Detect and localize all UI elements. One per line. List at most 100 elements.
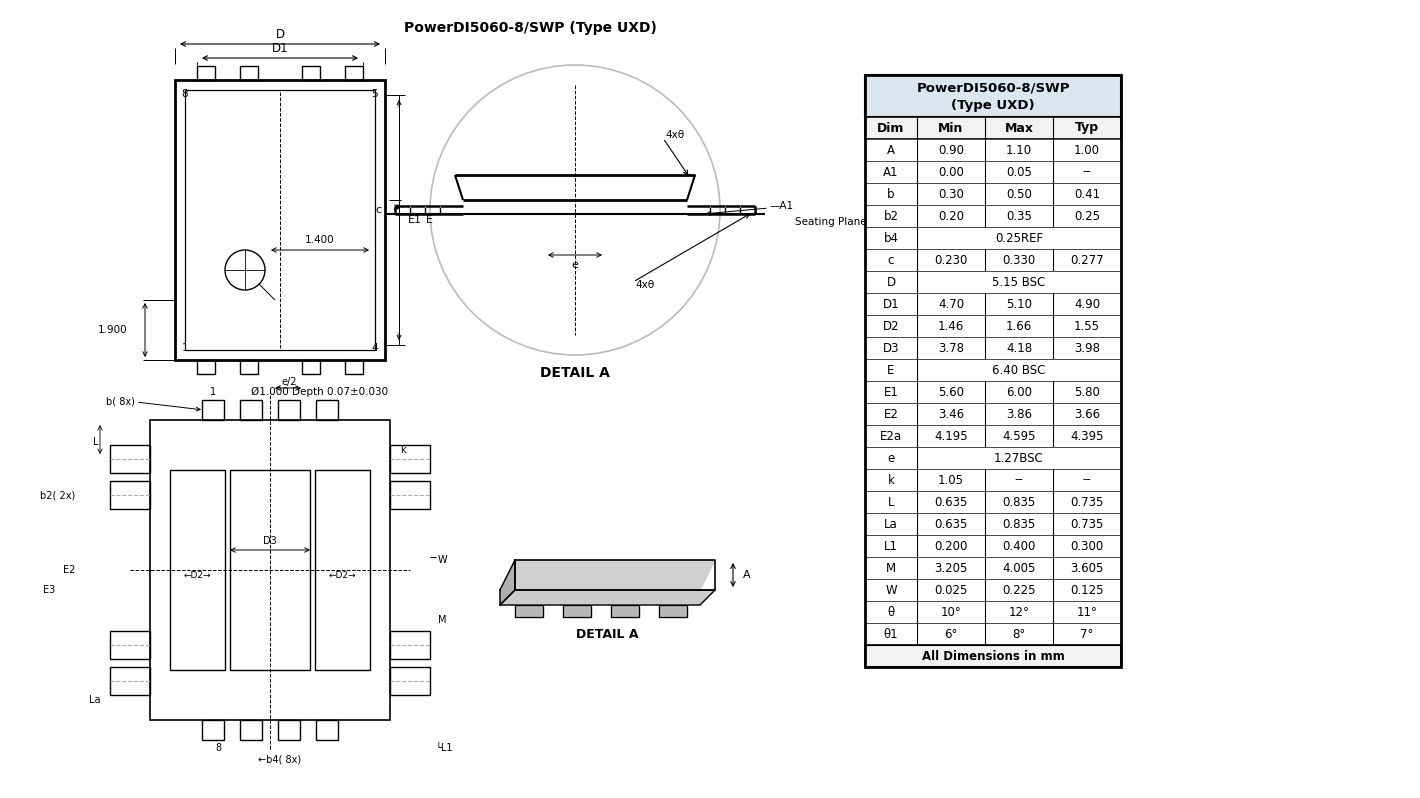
Text: M: M bbox=[886, 562, 896, 575]
Text: 0.300: 0.300 bbox=[1071, 539, 1103, 552]
Bar bbox=[345, 66, 364, 80]
Bar bbox=[865, 183, 1120, 205]
Text: E2a: E2a bbox=[880, 429, 902, 443]
Text: --: -- bbox=[1015, 473, 1024, 487]
Text: 12°: 12° bbox=[1008, 606, 1030, 618]
Bar bbox=[865, 557, 1120, 579]
Text: 3.98: 3.98 bbox=[1074, 342, 1100, 354]
Polygon shape bbox=[515, 605, 542, 617]
Text: 0.735: 0.735 bbox=[1071, 496, 1103, 508]
Text: PowerDI5060-8/SWP: PowerDI5060-8/SWP bbox=[916, 81, 1069, 94]
Text: b4: b4 bbox=[883, 231, 899, 244]
Bar bbox=[865, 381, 1120, 403]
Text: 0.200: 0.200 bbox=[934, 539, 967, 552]
Text: θ: θ bbox=[888, 606, 895, 618]
Bar bbox=[865, 425, 1120, 447]
Text: 4xθ: 4xθ bbox=[665, 130, 684, 140]
Text: 4.90: 4.90 bbox=[1074, 298, 1100, 310]
Text: 4xθ: 4xθ bbox=[635, 280, 655, 290]
Bar bbox=[302, 66, 320, 80]
Bar bbox=[109, 631, 151, 659]
Text: 8: 8 bbox=[214, 743, 222, 753]
Bar bbox=[865, 491, 1120, 513]
Bar bbox=[109, 445, 151, 473]
Text: 7°: 7° bbox=[1081, 627, 1093, 641]
Text: 8: 8 bbox=[182, 89, 189, 99]
Bar bbox=[202, 400, 224, 420]
Bar bbox=[865, 645, 1120, 667]
Text: 4: 4 bbox=[372, 343, 378, 353]
Text: 6°: 6° bbox=[944, 627, 957, 641]
Bar bbox=[109, 481, 151, 509]
Text: D2: D2 bbox=[883, 319, 899, 333]
Bar bbox=[865, 139, 1120, 161]
Text: k: k bbox=[888, 473, 895, 487]
Text: c: c bbox=[375, 205, 381, 215]
Bar bbox=[391, 445, 430, 473]
Text: 6.00: 6.00 bbox=[1005, 385, 1032, 398]
Bar bbox=[865, 293, 1120, 315]
Bar bbox=[865, 359, 1120, 381]
Text: A: A bbox=[743, 570, 751, 580]
Text: 0.635: 0.635 bbox=[934, 517, 967, 531]
Text: --: -- bbox=[1082, 165, 1092, 179]
Text: 0.635: 0.635 bbox=[934, 496, 967, 508]
Bar bbox=[197, 360, 214, 374]
Text: —A1: —A1 bbox=[770, 201, 794, 211]
Text: c: c bbox=[888, 254, 895, 267]
Polygon shape bbox=[500, 590, 716, 605]
Text: 0.225: 0.225 bbox=[1003, 583, 1035, 596]
Text: 4.70: 4.70 bbox=[939, 298, 964, 310]
Bar bbox=[315, 470, 371, 670]
Text: La: La bbox=[885, 517, 897, 531]
Text: b2( 2x): b2( 2x) bbox=[40, 490, 75, 500]
Bar bbox=[240, 360, 258, 374]
Text: ←D2→: ←D2→ bbox=[183, 571, 210, 579]
Text: 0.90: 0.90 bbox=[939, 144, 964, 156]
Bar bbox=[865, 513, 1120, 535]
Bar bbox=[391, 481, 430, 509]
Text: E2: E2 bbox=[62, 565, 75, 575]
Text: b( 8x): b( 8x) bbox=[106, 397, 135, 407]
Text: L: L bbox=[888, 496, 895, 508]
Text: E1: E1 bbox=[408, 215, 422, 225]
Bar bbox=[865, 117, 1120, 139]
Text: D3: D3 bbox=[263, 536, 277, 546]
Text: E: E bbox=[426, 215, 433, 225]
Text: A: A bbox=[888, 144, 895, 156]
Text: 6.40 BSC: 6.40 BSC bbox=[993, 364, 1045, 377]
Bar bbox=[109, 667, 151, 695]
Polygon shape bbox=[500, 560, 515, 605]
Text: θ1: θ1 bbox=[883, 627, 899, 641]
Text: Seating Plane: Seating Plane bbox=[795, 217, 866, 227]
Bar bbox=[197, 66, 214, 80]
Text: 0.05: 0.05 bbox=[1005, 165, 1032, 179]
Text: 1.46: 1.46 bbox=[937, 319, 964, 333]
Text: └L1: └L1 bbox=[435, 743, 453, 753]
Text: 1.900: 1.900 bbox=[98, 325, 126, 335]
Text: D1: D1 bbox=[883, 298, 899, 310]
Bar bbox=[240, 400, 263, 420]
Text: 4.395: 4.395 bbox=[1071, 429, 1103, 443]
Text: W: W bbox=[885, 583, 897, 596]
Bar bbox=[865, 403, 1120, 425]
Text: 0.835: 0.835 bbox=[1003, 517, 1035, 531]
Text: 5.15 BSC: 5.15 BSC bbox=[993, 275, 1045, 289]
Text: E1: E1 bbox=[883, 385, 899, 398]
Polygon shape bbox=[562, 605, 591, 617]
Text: 4.005: 4.005 bbox=[1003, 562, 1035, 575]
Text: 0.20: 0.20 bbox=[939, 210, 964, 223]
Text: DETAIL A: DETAIL A bbox=[575, 629, 638, 642]
Bar bbox=[865, 623, 1120, 645]
Text: 1: 1 bbox=[210, 387, 216, 397]
Text: La: La bbox=[88, 695, 99, 705]
Text: 0.25REF: 0.25REF bbox=[995, 231, 1044, 244]
Bar bbox=[202, 720, 224, 740]
Text: 0.330: 0.330 bbox=[1003, 254, 1035, 267]
Polygon shape bbox=[611, 605, 639, 617]
Bar bbox=[317, 400, 338, 420]
Text: 4.18: 4.18 bbox=[1005, 342, 1032, 354]
Bar bbox=[865, 447, 1120, 469]
Bar bbox=[865, 535, 1120, 557]
Text: 10°: 10° bbox=[940, 606, 961, 618]
